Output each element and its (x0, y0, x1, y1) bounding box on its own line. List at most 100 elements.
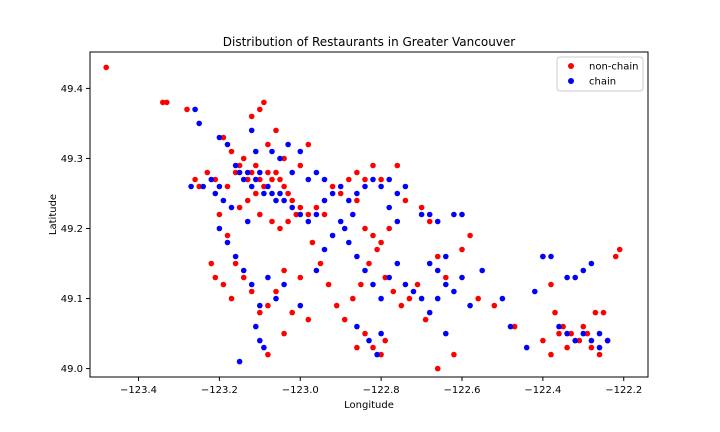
chain-point-53 (572, 337, 578, 344)
chain-point-113 (532, 288, 538, 295)
x-tick-label-0: −123.4 (120, 385, 157, 396)
non-chain-point-109 (277, 225, 283, 232)
chain-point-70 (329, 232, 336, 239)
chain-point-104 (350, 211, 356, 218)
non-chain-point-103 (305, 141, 312, 148)
non-chain-point-6 (204, 169, 211, 176)
non-chain-point-80 (382, 274, 389, 281)
non-chain-point-76 (350, 295, 356, 302)
chain-point-117 (200, 183, 206, 190)
non-chain-point-23 (281, 183, 287, 190)
chain-point-23 (337, 183, 344, 190)
chain-point-116 (188, 183, 194, 190)
chain-point-114 (548, 253, 554, 260)
non-chain-point-42 (434, 253, 441, 260)
non-chain-point-85 (422, 316, 429, 323)
chain-point-93 (253, 148, 259, 155)
chain-point-77 (386, 274, 393, 281)
non-chain-point-12 (236, 162, 243, 169)
chart-title: Distribution of Restaurants in Greater V… (223, 35, 516, 49)
non-chain-point-29 (321, 211, 328, 218)
chain-point-12 (265, 183, 271, 190)
non-chain-point-99 (257, 106, 263, 113)
non-chain-point-93 (220, 281, 227, 288)
non-chain-point-119 (564, 344, 570, 351)
non-chain-point-21 (273, 169, 279, 176)
non-chain-point-28 (313, 204, 320, 211)
chain-point-82 (378, 330, 384, 337)
chain-point-18 (297, 211, 304, 218)
chain-point-80 (410, 288, 417, 295)
x-axis: −123.4 −123.2 −123.0 −122.8 −122.6 −122.4 −122… (120, 377, 642, 396)
non-chain-point-95 (208, 260, 215, 267)
non-chain-point-16 (253, 162, 259, 169)
non-chain-point-74 (333, 302, 340, 309)
chain-point-108 (443, 253, 449, 260)
x-axis-title: Longitude (344, 400, 394, 411)
legend-marker-non-chain (568, 63, 574, 69)
non-chain-point-125 (354, 344, 360, 351)
non-chain-point-34 (362, 225, 368, 232)
chain-point-95 (297, 148, 304, 155)
x-tick-label-1: −123.2 (201, 385, 238, 396)
chain-point-10 (257, 169, 263, 176)
non-chain-point-58 (612, 253, 619, 260)
chain-point-110 (426, 309, 433, 316)
chain-point-31 (402, 183, 409, 190)
non-chain-point-77 (358, 281, 364, 288)
chain-point-48 (572, 274, 578, 281)
chain-point-118 (208, 176, 215, 183)
chain-point-66 (281, 281, 287, 288)
chain-point-22 (329, 190, 336, 197)
non-chain-point-3 (184, 106, 190, 113)
chain-point-62 (248, 281, 255, 288)
chain-point-73 (354, 253, 360, 260)
non-chain-point-92 (212, 274, 219, 281)
chain-point-0 (192, 106, 198, 113)
y-tick-label-2: 49.2 (61, 224, 83, 235)
non-chain-point-67 (273, 288, 279, 295)
non-chain-point-9 (224, 183, 231, 190)
chain-point-32 (418, 211, 425, 218)
chain-point-9 (253, 176, 259, 183)
non-chain-point-7 (212, 176, 219, 183)
chain-point-46 (540, 253, 546, 260)
non-chain-point-47 (491, 302, 498, 309)
non-chain-point-8 (220, 134, 227, 141)
chain-point-103 (244, 218, 251, 225)
non-chain-point-44 (459, 246, 465, 253)
chain-point-91 (285, 141, 291, 148)
non-chain-point-87 (451, 351, 457, 358)
non-chain-point-91 (362, 330, 368, 337)
non-chain-point-17 (257, 176, 263, 183)
chain-point-25 (354, 190, 360, 197)
chain-point-72 (346, 239, 352, 246)
x-tick-label-3: −122.8 (363, 385, 400, 396)
chain-point-96 (313, 169, 320, 176)
non-chain-point-43 (443, 274, 449, 281)
non-chain-point-13 (240, 155, 247, 162)
chain-point-19 (305, 218, 312, 225)
chain-point-39 (443, 281, 449, 288)
chain-point-13 (269, 190, 275, 197)
chain-point-15 (277, 190, 283, 197)
chain-point-64 (265, 274, 271, 281)
chain-point-74 (362, 267, 368, 274)
legend-label-chain: chain (589, 77, 616, 88)
chain-point-94 (269, 148, 275, 155)
chain-point-69 (321, 246, 328, 253)
chain-point-115 (596, 330, 603, 337)
chain-point-68 (313, 267, 320, 274)
chain-point-102 (212, 190, 219, 197)
y-tick-label-3: 49.3 (61, 154, 83, 165)
chain-point-45 (507, 323, 514, 330)
chain-point-2 (216, 134, 223, 141)
non-chain-point-122 (596, 351, 603, 358)
chain-point-67 (297, 302, 304, 309)
chain-point-28 (378, 183, 384, 190)
chain-point-76 (378, 295, 384, 302)
non-chain-point-50 (548, 281, 554, 288)
non-chain-point-24 (285, 190, 291, 197)
non-chain-point-55 (584, 330, 591, 337)
chain-point-111 (443, 330, 449, 337)
